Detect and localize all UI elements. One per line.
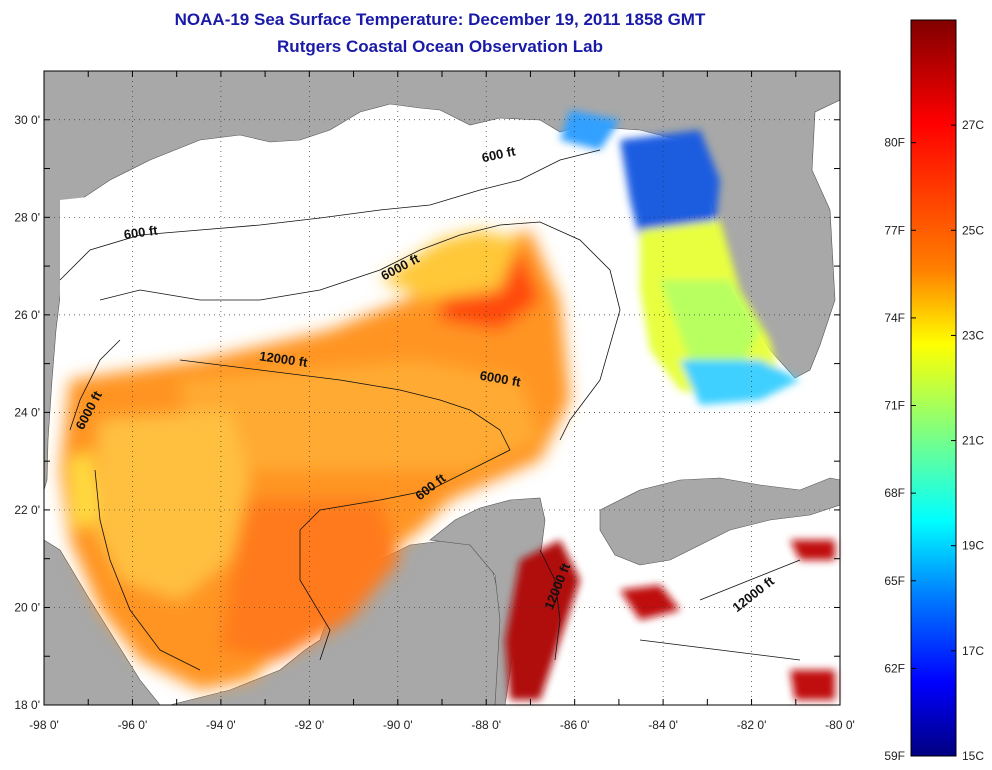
- x-tick-label: -88 0': [471, 718, 501, 732]
- colorbar-c-label: 25C: [962, 223, 984, 237]
- colorbar-f-label: 65F: [884, 574, 905, 588]
- y-tick-label: 18 0': [14, 698, 40, 712]
- colorbar-f-label: 71F: [884, 399, 905, 413]
- caribbean-sst: [505, 540, 835, 700]
- x-tick-label: -98 0': [29, 718, 59, 732]
- x-tick-label: -96 0': [118, 718, 148, 732]
- colorbar-f-label: 80F: [884, 136, 905, 150]
- y-axis-labels: 18 0' 20 0' 22 0' 24 0' 26 0' 28 0' 30 0': [14, 113, 40, 712]
- contour-label: 600 ft: [480, 143, 517, 165]
- colorbar-f-label: 68F: [884, 486, 905, 500]
- y-tick-label: 24 0': [14, 405, 40, 419]
- x-tick-label: -82 0': [737, 718, 767, 732]
- colorbar-f-label: 74F: [884, 311, 905, 325]
- y-tick-label: 26 0': [14, 308, 40, 322]
- colorbar-labels: 80F 77F 74F 71F 68F 65F 62F 59F 27C 25C 23C 21C 19C 1…: [884, 118, 984, 763]
- colorbar-f-label: 59F: [884, 749, 905, 763]
- sst-field: [60, 230, 570, 690]
- colorbar-c-label: 17C: [962, 644, 984, 658]
- contour-label: 12000 ft: [258, 348, 309, 370]
- colorbar-c-label: 27C: [962, 118, 984, 132]
- map-title: NOAA-19 Sea Surface Temperature: Decembe…: [174, 10, 706, 29]
- colorbar-f-label: 62F: [884, 661, 905, 675]
- colorbar: [910, 19, 957, 757]
- colorbar-c-label: 21C: [962, 434, 984, 448]
- graticule: [44, 71, 840, 705]
- x-tick-label: -86 0': [560, 718, 590, 732]
- x-tick-label: -90 0': [383, 718, 413, 732]
- y-tick-label: 28 0': [14, 210, 40, 224]
- x-tick-label: -84 0': [648, 718, 678, 732]
- y-tick-label: 30 0': [14, 113, 40, 127]
- colorbar-c-label: 23C: [962, 328, 984, 342]
- axis-ticks: [43, 70, 841, 706]
- x-axis-labels: -98 0' -96 0' -94 0' -92 0' -90 0' -88 0' -86 …: [29, 718, 855, 732]
- contour-label: 6000 ft: [479, 368, 523, 390]
- bathymetry-contours: [59, 149, 801, 671]
- florida-shelf-sst: [560, 110, 800, 405]
- x-tick-label: -80 0': [825, 718, 855, 732]
- x-tick-label: -92 0': [295, 718, 325, 732]
- colorbar-f-label: 77F: [884, 223, 905, 237]
- map-subtitle: Rutgers Coastal Ocean Observation Lab: [277, 37, 603, 56]
- y-tick-label: 22 0': [14, 503, 40, 517]
- x-tick-label: -94 0': [206, 718, 236, 732]
- colorbar-c-label: 19C: [962, 539, 984, 553]
- no-data-overlay: [60, 140, 640, 330]
- y-tick-label: 20 0': [14, 600, 40, 614]
- contour-label: 600 ft: [123, 222, 159, 242]
- colorbar-c-label: 15C: [962, 749, 984, 763]
